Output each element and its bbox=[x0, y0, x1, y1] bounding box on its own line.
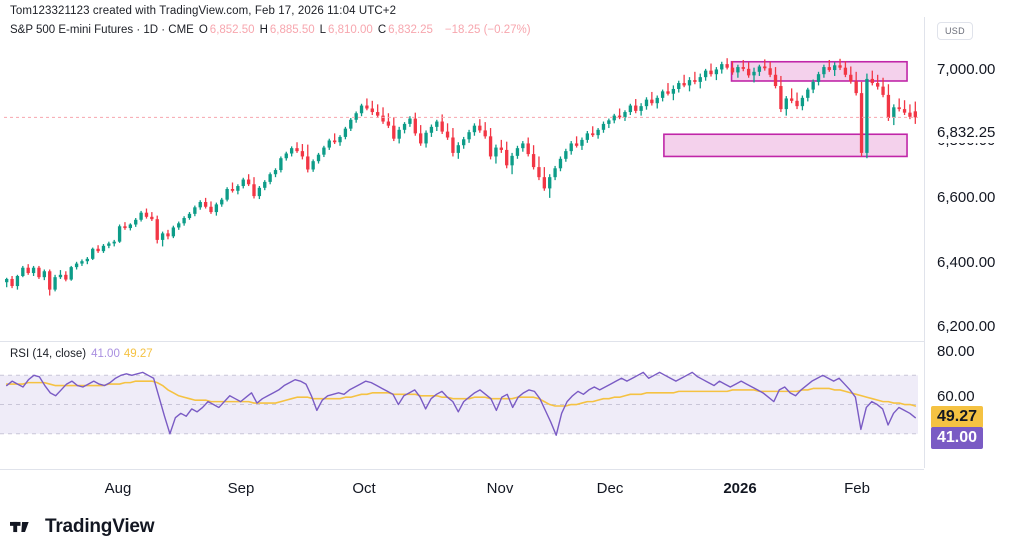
time-tick-dec: Dec bbox=[596, 480, 624, 497]
zone-rect-1 bbox=[663, 133, 908, 158]
price-tick-6600: 6,600.00 bbox=[937, 189, 996, 206]
tradingview-branding[interactable]: TradingView bbox=[10, 516, 155, 538]
last-price-label[interactable]: 6,832.25 bbox=[931, 123, 1002, 143]
attribution-text: Tom123321123 created with TradingView.co… bbox=[10, 5, 397, 17]
low-label: L bbox=[319, 24, 327, 36]
close-value: 6,832.25 bbox=[388, 24, 433, 36]
rsi-value-badge[interactable]: 41.00 bbox=[931, 427, 984, 449]
tradingview-wordmark: TradingView bbox=[45, 516, 155, 537]
high-label: H bbox=[259, 24, 268, 36]
time-tick-sep: Sep bbox=[227, 480, 255, 497]
rsi-tick-60: 60.00 bbox=[937, 388, 975, 405]
rsi-legend-ma-value: 49.27 bbox=[123, 348, 153, 360]
rsi-indicator-chart bbox=[0, 371, 918, 436]
time-tick-2026: 2026 bbox=[723, 480, 757, 497]
close-label: C bbox=[377, 24, 387, 36]
rsi-pane-bottom-border bbox=[0, 469, 924, 470]
symbol-title: S&P 500 E-mini Futures · 1D · CME bbox=[10, 24, 194, 36]
change-value: −18.25 (−0.27%) bbox=[444, 24, 531, 36]
candlestick-chart bbox=[4, 58, 918, 296]
symbol-legend: S&P 500 E-mini Futures · 1D · CME O 6,852.… bbox=[10, 24, 531, 36]
time-axis[interactable]: Aug Sep Oct Nov Dec 2026 Feb bbox=[0, 470, 924, 508]
time-tick-aug: Aug bbox=[104, 480, 132, 497]
pane-divider bbox=[0, 341, 924, 342]
time-tick-nov: Nov bbox=[486, 480, 514, 497]
price-tick-6400: 6,400.00 bbox=[937, 254, 996, 271]
rsi-legend-value: 41.00 bbox=[91, 348, 120, 360]
currency-badge[interactable]: USD bbox=[937, 22, 973, 40]
open-label: O bbox=[198, 24, 208, 36]
open-value: 6,852.50 bbox=[209, 24, 255, 36]
price-tick-7000: 7,000.00 bbox=[937, 61, 996, 78]
rsi-legend[interactable]: RSI (14, close) 41.00 49.27 bbox=[10, 348, 153, 360]
rsi-ma-value-badge[interactable]: 49.27 bbox=[931, 406, 984, 428]
time-tick-oct: Oct bbox=[352, 480, 376, 497]
low-value: 6,810.00 bbox=[328, 24, 373, 36]
price-tick-6200: 6,200.00 bbox=[937, 318, 996, 335]
time-tick-feb: Feb bbox=[844, 480, 870, 497]
rsi-tick-80: 80.00 bbox=[937, 343, 975, 360]
rsi-pane[interactable] bbox=[0, 343, 924, 468]
tradingview-logo-icon bbox=[10, 521, 29, 533]
price-pane[interactable] bbox=[0, 38, 924, 340]
high-value: 6,885.50 bbox=[269, 24, 315, 36]
rsi-legend-title: RSI (14, close) bbox=[10, 348, 87, 360]
price-axis[interactable]: USD 7,000.00 6,800.00 6,600.00 6,400.00 … bbox=[924, 17, 1024, 468]
